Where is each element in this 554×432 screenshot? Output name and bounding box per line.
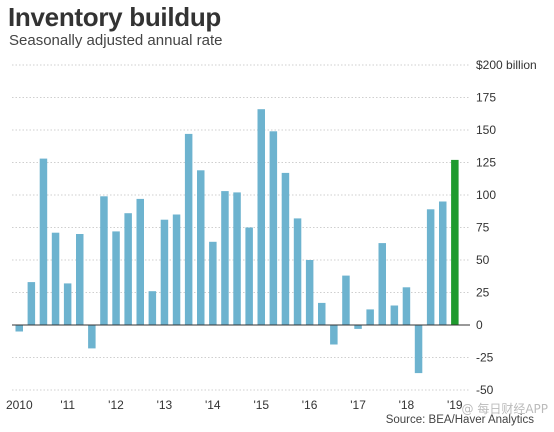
bar — [426, 209, 435, 325]
y-tick-label: 150 — [476, 123, 496, 137]
bar-highlight — [451, 159, 459, 325]
bar — [160, 219, 169, 325]
bar — [221, 191, 229, 325]
bar — [15, 325, 23, 332]
bar — [27, 282, 36, 325]
bar — [172, 214, 181, 325]
bar — [100, 196, 108, 325]
bar — [148, 291, 157, 325]
x-tick-label: '11 — [60, 398, 75, 412]
bar — [402, 287, 411, 325]
bar — [439, 201, 447, 325]
bars — [15, 109, 459, 374]
y-axis-tick-labels: $200 billion 175 150 125 100 75 50 25 0 -25 -50 — [476, 58, 537, 397]
source-note: Source: BEA/Haver Analytics — [385, 414, 534, 426]
bar — [136, 198, 144, 325]
y-tick-label: -25 — [476, 351, 494, 365]
bar — [76, 234, 84, 325]
bar — [112, 231, 120, 325]
x-tick-label: 2010 — [6, 398, 33, 412]
bar — [366, 309, 374, 325]
bar — [330, 325, 338, 345]
bar — [378, 243, 386, 325]
bar — [318, 302, 326, 325]
y-tick-label: 0 — [476, 318, 483, 332]
bar — [245, 227, 253, 325]
x-tick-label: '18 — [399, 398, 415, 412]
bar — [293, 218, 302, 325]
y-tick-label: 175 — [476, 91, 496, 105]
bar — [63, 283, 72, 325]
bar — [233, 192, 241, 325]
chart-title: Inventory buildup — [8, 2, 222, 32]
y-tick-label: 25 — [476, 286, 490, 300]
x-tick-label: '19 — [447, 398, 463, 412]
gridlines — [12, 64, 470, 391]
y-tick-label: 100 — [476, 188, 496, 202]
bar — [281, 172, 290, 325]
bar — [39, 158, 48, 325]
x-tick-label: '15 — [253, 398, 269, 412]
x-tick-label: '17 — [350, 398, 366, 412]
bar — [354, 325, 362, 329]
bar — [305, 260, 314, 325]
x-tick-label: '16 — [302, 398, 318, 412]
bar — [51, 232, 60, 325]
y-tick-label: 75 — [476, 221, 490, 235]
bar — [88, 325, 96, 349]
y-tick-label: -50 — [476, 383, 494, 397]
bar — [414, 325, 423, 374]
chart-subtitle: Seasonally adjusted annual rate — [9, 32, 223, 49]
x-tick-label: '13 — [157, 398, 173, 412]
y-tick-label: 125 — [476, 156, 496, 170]
watermark: @ 每日财经APP — [461, 402, 549, 416]
x-tick-label: '14 — [205, 398, 221, 412]
bar — [269, 131, 278, 325]
bar — [197, 170, 205, 325]
bar — [257, 109, 265, 325]
x-tick-label: '12 — [108, 398, 124, 412]
bar — [184, 133, 193, 325]
bar — [390, 305, 399, 325]
x-axis-tick-labels: 2010 '11 '12 '13 '14 '15 '16 '17 '18 '19 — [6, 398, 463, 412]
bar — [342, 275, 350, 325]
bar — [209, 241, 217, 325]
bar — [124, 213, 132, 325]
y-tick-label: $200 billion — [476, 58, 537, 72]
y-tick-label: 50 — [476, 253, 490, 267]
